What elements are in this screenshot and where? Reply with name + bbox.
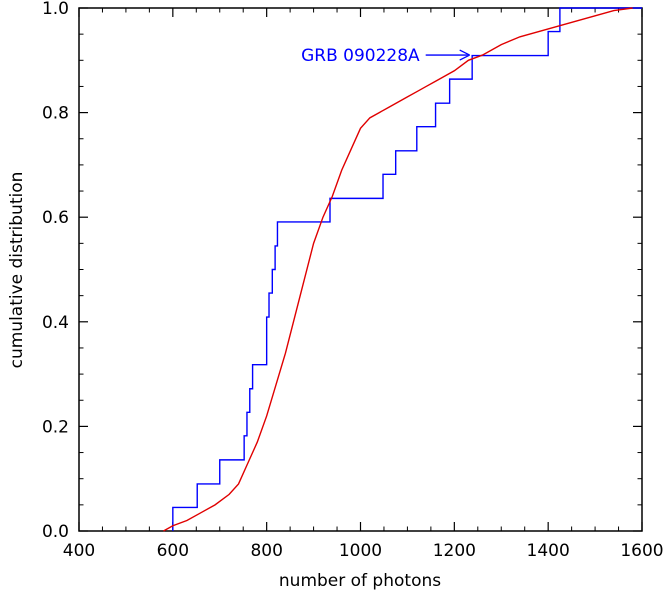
x-tick-label: 1600 bbox=[620, 541, 663, 561]
y-tick-label: 0.4 bbox=[42, 313, 69, 333]
y-tick-label: 0.2 bbox=[42, 417, 69, 437]
x-tick-label: 1000 bbox=[339, 541, 382, 561]
x-tick-label: 1200 bbox=[433, 541, 476, 561]
annotation-label: GRB 090228A bbox=[301, 46, 420, 66]
annotation-layer: GRB 090228A bbox=[301, 46, 470, 66]
x-tick-label: 400 bbox=[63, 541, 95, 561]
cumulative-series-line bbox=[163, 7, 633, 532]
x-tick-label: 600 bbox=[157, 541, 189, 561]
axis-ticks: 400 600 800 1000 1200 1400 1600 0.0 0.2 0.4 0.6 0.8… bbox=[42, 0, 664, 561]
y-tick-label: 0.8 bbox=[42, 104, 69, 124]
y-tick-label: 0.6 bbox=[42, 208, 69, 228]
y-tick-label: 0.0 bbox=[42, 522, 69, 542]
step-series-line bbox=[172, 7, 642, 531]
annotation-arrow-head bbox=[459, 49, 470, 61]
x-tick-label: 800 bbox=[250, 541, 282, 561]
plot-frame bbox=[78, 7, 643, 532]
y-axis-title: cumulative distribution bbox=[7, 172, 27, 369]
series-layer bbox=[163, 7, 642, 532]
x-axis-title: number of photons bbox=[279, 571, 441, 591]
x-tick-label: 1400 bbox=[527, 541, 570, 561]
y-tick-label: 1.0 bbox=[42, 0, 69, 19]
